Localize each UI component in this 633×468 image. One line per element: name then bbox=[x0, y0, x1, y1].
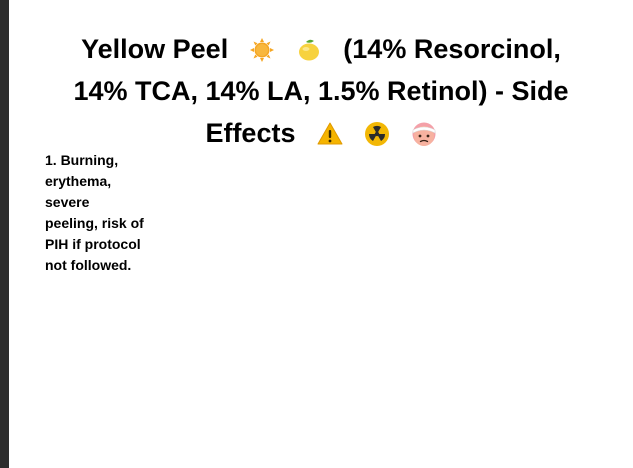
radioactive-icon bbox=[364, 122, 389, 146]
window-left-edge bbox=[0, 0, 9, 468]
document-page: Yellow Peel (14% Resorcinol, 14% TCA, 14… bbox=[9, 0, 633, 468]
sun-icon bbox=[250, 38, 275, 62]
lemon-icon bbox=[299, 39, 320, 61]
bandaged-face-icon bbox=[412, 122, 436, 146]
page-title: Yellow Peel (14% Resorcinol, 14% TCA, 14… bbox=[9, 28, 633, 154]
title-part-2: (14% Resorcinol, bbox=[343, 34, 561, 64]
side-effect-item: 1. Burning, erythema, severe peeling, ri… bbox=[45, 152, 144, 273]
warning-icon bbox=[317, 122, 342, 145]
title-part-1: Yellow Peel bbox=[81, 34, 229, 64]
title-part-3: Effects bbox=[205, 118, 296, 148]
title-line-1: Yellow Peel (14% Resorcinol, bbox=[9, 28, 633, 70]
title-line-2: 14% TCA, 14% LA, 1.5% Retinol) - Side bbox=[73, 76, 569, 106]
title-line-3: Effects bbox=[9, 112, 633, 154]
side-effects-list: 1. Burning, erythema, severe peeling, ri… bbox=[45, 150, 145, 276]
